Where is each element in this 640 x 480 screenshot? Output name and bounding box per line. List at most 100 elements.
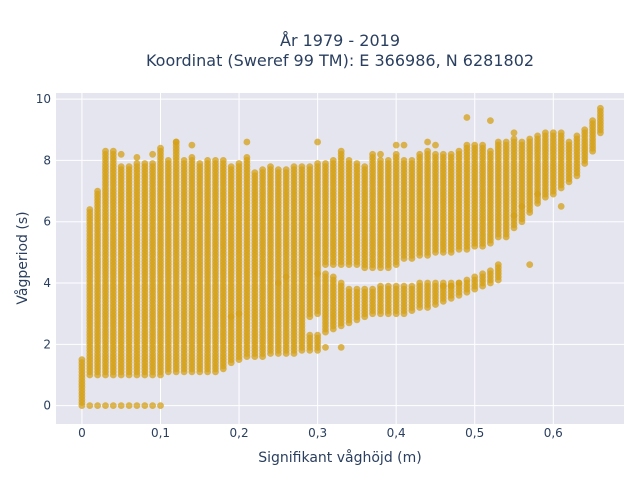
data-point (510, 135, 518, 143)
data-point (133, 160, 141, 167)
data-point (102, 402, 109, 409)
data-point (353, 160, 361, 167)
y-tick-label: 2 (43, 337, 51, 351)
data-point (314, 160, 321, 167)
x-tick-label: 0,1 (151, 426, 170, 440)
data-point (78, 356, 86, 363)
data-point (267, 163, 274, 171)
data-point (274, 166, 282, 174)
data-point (447, 282, 455, 290)
data-point (157, 402, 164, 409)
data-point (597, 104, 604, 112)
data-point (149, 402, 157, 409)
data-point (329, 157, 337, 164)
data-point (314, 270, 321, 278)
data-point (479, 270, 486, 278)
data-point (400, 157, 408, 164)
data-point (432, 141, 439, 149)
data-point (117, 163, 125, 171)
data-point (306, 163, 314, 171)
data-point (471, 273, 479, 281)
x-tick-label: 0,3 (308, 426, 327, 440)
data-point (424, 138, 431, 146)
data-point (141, 160, 149, 167)
y-tick-labels: 0 2 4 6 8 10 (36, 92, 51, 412)
data-point (133, 402, 141, 409)
data-point (157, 144, 164, 152)
data-point (408, 157, 416, 164)
data-point (361, 285, 369, 293)
data-point (479, 141, 486, 149)
x-tick-label: 0,2 (230, 426, 249, 440)
data-point (439, 150, 447, 158)
y-tick-label: 8 (43, 153, 51, 167)
data-point (314, 138, 321, 146)
data-point (549, 129, 557, 137)
data-point (502, 138, 510, 146)
data-point (290, 163, 298, 171)
data-point (526, 261, 534, 268)
x-tick-label: 0,5 (465, 426, 484, 440)
data-point (337, 147, 345, 155)
x-tick-label: 0,4 (387, 426, 406, 440)
data-point (133, 154, 141, 161)
data-point (377, 150, 384, 158)
data-point (392, 141, 400, 149)
data-point (353, 285, 361, 293)
data-point (471, 141, 479, 149)
data-point (188, 141, 196, 149)
data-point (463, 114, 471, 121)
data-point (94, 402, 101, 409)
data-point (117, 402, 125, 409)
data-point (251, 169, 259, 177)
data-point (542, 129, 549, 137)
data-point (384, 282, 392, 290)
data-point (235, 310, 243, 318)
data-point (86, 206, 94, 213)
data-point (298, 163, 306, 171)
data-point (424, 147, 431, 155)
data-point (526, 135, 534, 143)
data-point (86, 402, 94, 409)
data-point (314, 331, 321, 339)
data-point (282, 166, 290, 174)
data-point (243, 154, 251, 161)
data-point (102, 147, 109, 155)
data-point (455, 147, 463, 155)
data-point (557, 203, 565, 210)
data-point (463, 141, 471, 149)
x-tick-label: 0,6 (544, 426, 563, 440)
data-point (377, 282, 384, 290)
data-points (78, 104, 604, 409)
data-point (94, 187, 101, 195)
data-point (589, 117, 596, 124)
data-point (463, 276, 471, 284)
y-tick-label: 0 (43, 399, 51, 413)
data-point (487, 267, 494, 275)
data-point (510, 129, 518, 137)
data-point (204, 157, 212, 164)
data-point (235, 160, 243, 167)
data-point (494, 138, 502, 146)
data-point (487, 147, 494, 155)
data-point (416, 150, 424, 158)
data-point (432, 150, 439, 158)
chart-title-line-1: År 1979 - 2019 (280, 31, 400, 50)
data-point (400, 141, 408, 149)
data-point (322, 344, 329, 351)
data-point (345, 157, 353, 164)
data-point (369, 150, 376, 158)
chart-title-line-2: Koordinat (Sweref 99 TM): E 366986, N 62… (146, 51, 534, 70)
data-point (322, 270, 329, 278)
data-point (227, 163, 235, 171)
x-axis-label: Signifikant våghöjd (m) (258, 449, 421, 466)
data-point (518, 138, 526, 146)
data-point (337, 344, 345, 351)
data-point (534, 190, 541, 198)
data-point (510, 212, 518, 220)
data-point (306, 331, 314, 339)
data-point (487, 117, 494, 124)
data-point (518, 203, 526, 210)
